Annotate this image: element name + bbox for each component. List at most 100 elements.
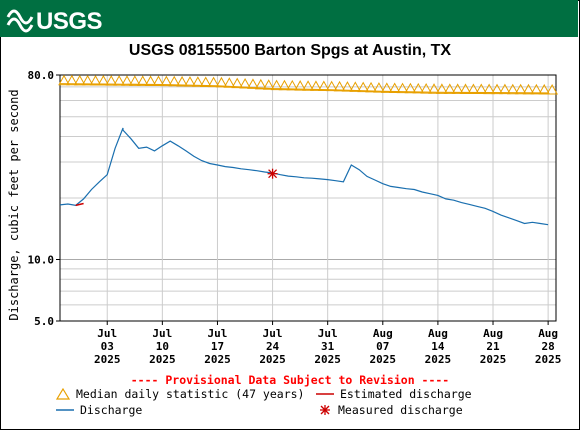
median-marker — [215, 76, 228, 88]
x-tick-label: Aug — [483, 327, 503, 340]
median-marker — [97, 75, 110, 86]
median-marker — [66, 74, 78, 86]
median-marker — [546, 83, 558, 95]
median-marker — [310, 80, 322, 91]
median-marker — [262, 79, 275, 90]
blue-line-icon — [56, 409, 74, 411]
median-marker — [459, 83, 472, 94]
x-tick-label: 10 — [156, 340, 169, 353]
legend-item-discharge: Discharge — [56, 403, 142, 417]
median-marker — [231, 77, 244, 89]
median-marker — [81, 74, 94, 86]
x-tick-label: 2025 — [204, 353, 231, 366]
x-tick-label: 2025 — [535, 353, 562, 366]
median-marker — [176, 75, 188, 87]
legend-label-discharge: Discharge — [80, 403, 143, 417]
median-marker — [483, 83, 495, 95]
median-marker — [475, 83, 488, 95]
x-tick-label: 17 — [211, 340, 224, 353]
median-marker — [247, 78, 259, 89]
red-line-icon — [316, 393, 334, 395]
median-marker — [365, 81, 377, 93]
median-marker — [286, 79, 299, 91]
median-marker — [436, 83, 448, 94]
median-marker — [522, 83, 535, 95]
x-tick-label: 2025 — [480, 353, 507, 366]
estimated-line — [75, 202, 84, 207]
provisional-notice: ---- Provisional Data Subject to Revisio… — [130, 373, 450, 387]
banner-graphic: USGS — [0, 0, 578, 37]
median-marker — [144, 75, 157, 86]
x-tick-label: 03 — [101, 340, 114, 353]
median-marker — [530, 83, 543, 95]
median-marker — [373, 82, 385, 93]
median-marker — [428, 83, 440, 94]
median-marker — [420, 83, 433, 94]
x-tick-label: 28 — [542, 340, 555, 353]
median-marker — [451, 83, 464, 94]
median-marker — [278, 79, 291, 91]
y-tick-label: 10.0 — [28, 254, 55, 267]
median-marker — [506, 83, 519, 95]
x-tick-label: Aug — [538, 327, 558, 340]
median-marker — [223, 77, 236, 88]
median-marker — [357, 81, 370, 93]
usgs-wave-icon — [6, 9, 34, 33]
plot-border — [59, 74, 557, 322]
usgs-banner: USGS — [0, 0, 578, 37]
x-tick-label: 31 — [321, 340, 335, 353]
legend: ---- Provisional Data Subject to Revisio… — [0, 370, 580, 428]
x-tick-label: 07 — [376, 340, 389, 353]
median-marker — [239, 77, 251, 89]
legend-label-measured: Measured discharge — [338, 403, 463, 417]
median-marker — [207, 76, 220, 88]
x-tick-label: Jul — [208, 327, 228, 340]
legend-label-estimated: Estimated discharge — [340, 387, 472, 401]
median-marker — [325, 80, 338, 92]
x-tick-label: Jul — [263, 327, 283, 340]
median-marker — [129, 75, 141, 86]
median-marker — [341, 81, 354, 92]
median-marker — [349, 81, 362, 92]
x-tick-label: 2025 — [149, 353, 176, 366]
legend-item-median: Median daily statistic (47 years) — [56, 387, 304, 401]
x-tick-label: 2025 — [94, 353, 121, 366]
median-marker — [380, 82, 393, 93]
y-axis-label: Discharge, cubic feet per second — [7, 90, 21, 320]
x-tick-label: 24 — [266, 340, 280, 353]
asterisk-icon — [320, 405, 330, 415]
x-tick-label: Jul — [97, 327, 117, 340]
median-marker — [538, 83, 551, 95]
median-marker — [499, 83, 511, 95]
median-marker — [184, 76, 196, 87]
median-marker — [514, 83, 527, 95]
chart-title: USGS 08155500 Barton Spgs at Austin, TX — [128, 42, 452, 59]
usgs-logo-text: USGS — [36, 8, 103, 35]
median-marker — [491, 83, 503, 95]
x-tick-label: Aug — [373, 327, 393, 340]
triangle-icon — [56, 388, 70, 400]
median-marker — [113, 75, 125, 86]
legend-item-estimated: Estimated discharge — [316, 387, 472, 401]
discharge-line — [59, 127, 549, 226]
median-marker — [467, 83, 480, 94]
y-axis-label-box: Discharge, cubic feet per second — [4, 89, 24, 320]
median-marker — [317, 80, 330, 92]
x-tick-label: 2025 — [425, 353, 452, 366]
median-marker — [73, 74, 86, 86]
median-marker — [89, 74, 102, 86]
median-marker — [168, 75, 181, 87]
median-marker — [58, 74, 70, 86]
y-tick-label: 80.0 — [28, 69, 55, 82]
median-marker — [333, 80, 346, 92]
x-tick-label: 14 — [431, 340, 445, 353]
median-line — [59, 83, 549, 94]
median-marker — [443, 83, 456, 94]
median-marker — [294, 80, 307, 91]
legend-label-median: Median daily statistic (47 years) — [76, 387, 305, 401]
median-marker — [388, 82, 401, 94]
x-tick-label: Jul — [318, 327, 338, 340]
y-tick-label: 5.0 — [34, 315, 54, 328]
x-tick-label: Aug — [428, 327, 448, 340]
